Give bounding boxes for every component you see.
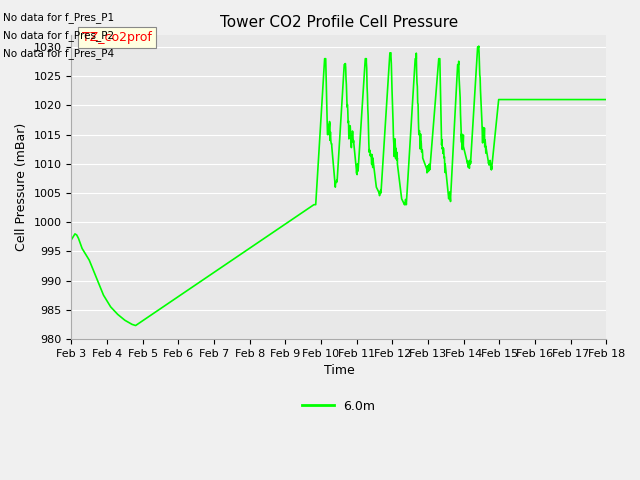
Text: TZ_co2prof: TZ_co2prof: [82, 31, 152, 44]
X-axis label: Time: Time: [323, 364, 355, 377]
Title: Tower CO2 Profile Cell Pressure: Tower CO2 Profile Cell Pressure: [220, 15, 458, 30]
Text: No data for f_Pres_P1: No data for f_Pres_P1: [3, 12, 115, 23]
Y-axis label: Cell Pressure (mBar): Cell Pressure (mBar): [15, 123, 28, 251]
Legend: 6.0m: 6.0m: [297, 395, 381, 418]
Text: No data for f_Pres_P2: No data for f_Pres_P2: [3, 30, 115, 41]
Text: No data for f_Pres_P4: No data for f_Pres_P4: [3, 48, 115, 60]
